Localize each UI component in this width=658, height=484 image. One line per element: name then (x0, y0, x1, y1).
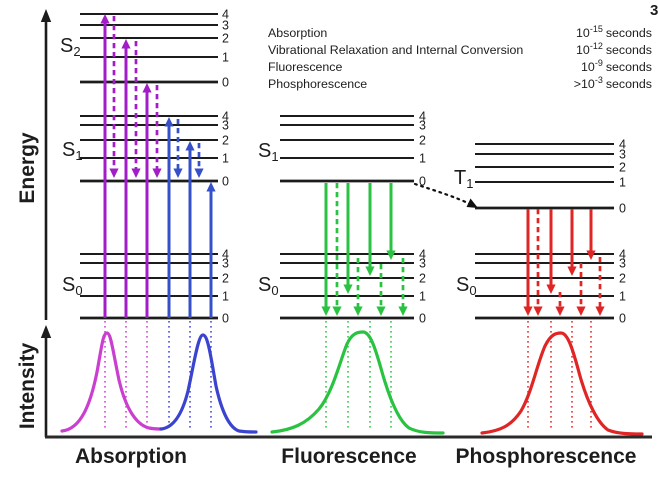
level-number-label-absorption-S1-v3: 3 (222, 119, 229, 133)
level-number-label-phosphorescence-T1-v3: 3 (619, 148, 626, 162)
level-number-label-absorption-S1-v1: 1 (222, 152, 229, 166)
absorption-arrow-head (121, 39, 131, 49)
state-label-s0-fluorescence: S0 (258, 274, 279, 298)
level-number-label-absorption-S1-v4: 4 (222, 110, 229, 124)
absorption-spectrum-curve-magenta (60, 331, 163, 433)
level-number-label-fluorescence-S0-v3: 3 (419, 257, 426, 271)
level-number-label-fluorescence-S1-v2: 2 (419, 134, 426, 148)
level-number-label-absorption-S2-v3: 3 (222, 19, 229, 33)
fluorescence-arrow-head (386, 250, 396, 260)
phosphorescence-arrow-head (567, 266, 577, 276)
footer-labels: Absorption Fluorescence Phosphorescence (75, 445, 636, 468)
level-number-label-phosphorescence-S0-v0: 0 (619, 312, 626, 326)
state-labels: S2 S1 S0 S1 S0 T1 S0 (60, 35, 477, 298)
footer-label-phosphorescence: Phosphorescence (456, 445, 637, 468)
phosphorescence-arrow-head (523, 306, 533, 316)
level-number-label-absorption-S2-v4: 4 (222, 8, 229, 22)
state-label-s2: S2 (60, 35, 81, 59)
relaxation-arrow-head (376, 306, 386, 316)
relaxation-arrow-head (398, 306, 408, 316)
phosphorescence-arrow-head (533, 306, 543, 316)
intensity-axis-label: Intensity (16, 343, 39, 430)
energy-axis-label: Energy (16, 132, 39, 204)
level-number-label-phosphorescence-S0-v2: 2 (619, 272, 626, 286)
legend-process-absorption: Absorption (268, 26, 327, 40)
intensity-axis-arrowhead (40, 325, 52, 338)
absorption-arrow-head (206, 182, 216, 192)
state-label-s0-absorption: S0 (62, 274, 83, 298)
level-number-label-fluorescence-S0-v4: 4 (419, 248, 426, 262)
relaxation-arrow-head (595, 306, 605, 316)
fluorescence-arrow-head (321, 306, 331, 316)
legend-process-vibrational-relaxation: Vibrational Relaxation and Internal Conv… (268, 43, 523, 57)
level-number-label-absorption-S2-v2: 2 (222, 32, 229, 46)
level-number-label-absorption-S0-v4: 4 (222, 248, 229, 262)
phosphorescence-arrow-head (586, 250, 596, 260)
level-number-label-absorption-S0-v1: 1 (222, 290, 229, 304)
level-number-label-phosphorescence-T1-v2: 2 (619, 161, 626, 175)
fluorescence-arrow-head (365, 266, 375, 276)
legend-time-phosphorescence: >10-3 seconds (574, 75, 652, 91)
relaxation-arrow-head (173, 168, 183, 178)
phosphorescence-spectrum-curve (480, 331, 644, 436)
level-number-label-fluorescence-S0-v1: 1 (419, 290, 426, 304)
legend-time-absorption: 10-15 seconds (576, 24, 652, 40)
level-number-label-phosphorescence-S0-v1: 1 (619, 290, 626, 304)
fluorescence-spectrum-curve (270, 330, 445, 435)
fluorescence-arrow-head (332, 306, 342, 316)
level-number-label-phosphorescence-S0-v3: 3 (619, 257, 626, 271)
fluorescence-arrow-head (343, 284, 353, 294)
state-label-t1: T1 (454, 167, 473, 191)
relaxation-arrow-head (194, 168, 204, 178)
legend-process-phosphorescence: Phosphorescence (268, 77, 367, 91)
level-number-label-fluorescence-S1-v4: 4 (419, 110, 426, 124)
level-number-label-fluorescence-S1-v0: 0 (419, 175, 426, 189)
level-number-label-phosphorescence-T1-v4: 4 (619, 138, 626, 152)
relaxation-arrow-head (131, 168, 141, 178)
state-label-s0-phosphorescence: S0 (456, 274, 477, 298)
state-label-s1-fluorescence: S1 (258, 140, 279, 164)
absorption-arrow-head (100, 14, 110, 24)
level-number-label-absorption-S2-v1: 1 (222, 51, 229, 65)
legend-time-vibrational-relaxation: 10-12 seconds (576, 41, 652, 57)
absorption-arrow-head (164, 117, 174, 127)
relaxation-arrow-head (353, 306, 363, 316)
edge-artifact-text: 3 (650, 2, 658, 19)
level-number-label-absorption-S0-v2: 2 (222, 272, 229, 286)
level-number-label-fluorescence-S1-v3: 3 (419, 119, 426, 133)
absorption-arrow-head (185, 141, 195, 151)
intersystem-crossing-dotted-line (413, 182, 474, 207)
relaxation-arrow-head (152, 168, 162, 178)
legend: Absorption Vibrational Relaxation and In… (268, 24, 652, 91)
level-number-label-phosphorescence-T1-v1: 1 (619, 176, 626, 190)
level-number-label-phosphorescence-S0-v4: 4 (619, 248, 626, 262)
relaxation-arrow-head (576, 306, 586, 316)
level-number-label-fluorescence-S0-v2: 2 (419, 272, 426, 286)
legend-time-fluorescence: 10-9 seconds (581, 58, 652, 74)
level-number-label-absorption-S2-v0: 0 (222, 76, 229, 90)
level-number-label-absorption-S1-v2: 2 (222, 134, 229, 148)
absorption-spectrum-curve-blue (159, 333, 258, 434)
level-number-label-fluorescence-S1-v1: 1 (419, 152, 426, 166)
footer-label-absorption: Absorption (75, 445, 187, 468)
relaxation-arrow-head (555, 306, 565, 316)
energy-axis-arrowhead (40, 9, 52, 22)
intersystem-crossing-arrowhead (466, 198, 478, 208)
relaxation-arrow-head (109, 168, 119, 178)
phosphorescence-arrow-head (546, 284, 556, 294)
legend-process-fluorescence: Fluorescence (268, 60, 342, 74)
level-number-label-absorption-S0-v3: 3 (222, 257, 229, 271)
level-number-label-absorption-S1-v0: 0 (222, 175, 229, 189)
level-number-label-absorption-S0-v0: 0 (222, 312, 229, 326)
level-number-label-fluorescence-S0-v0: 0 (419, 312, 426, 326)
state-label-s1-absorption: S1 (62, 139, 83, 163)
footer-label-fluorescence: Fluorescence (281, 445, 416, 468)
absorption-arrow-head (142, 83, 152, 93)
level-number-label-phosphorescence-T1-v0: 0 (619, 202, 626, 216)
